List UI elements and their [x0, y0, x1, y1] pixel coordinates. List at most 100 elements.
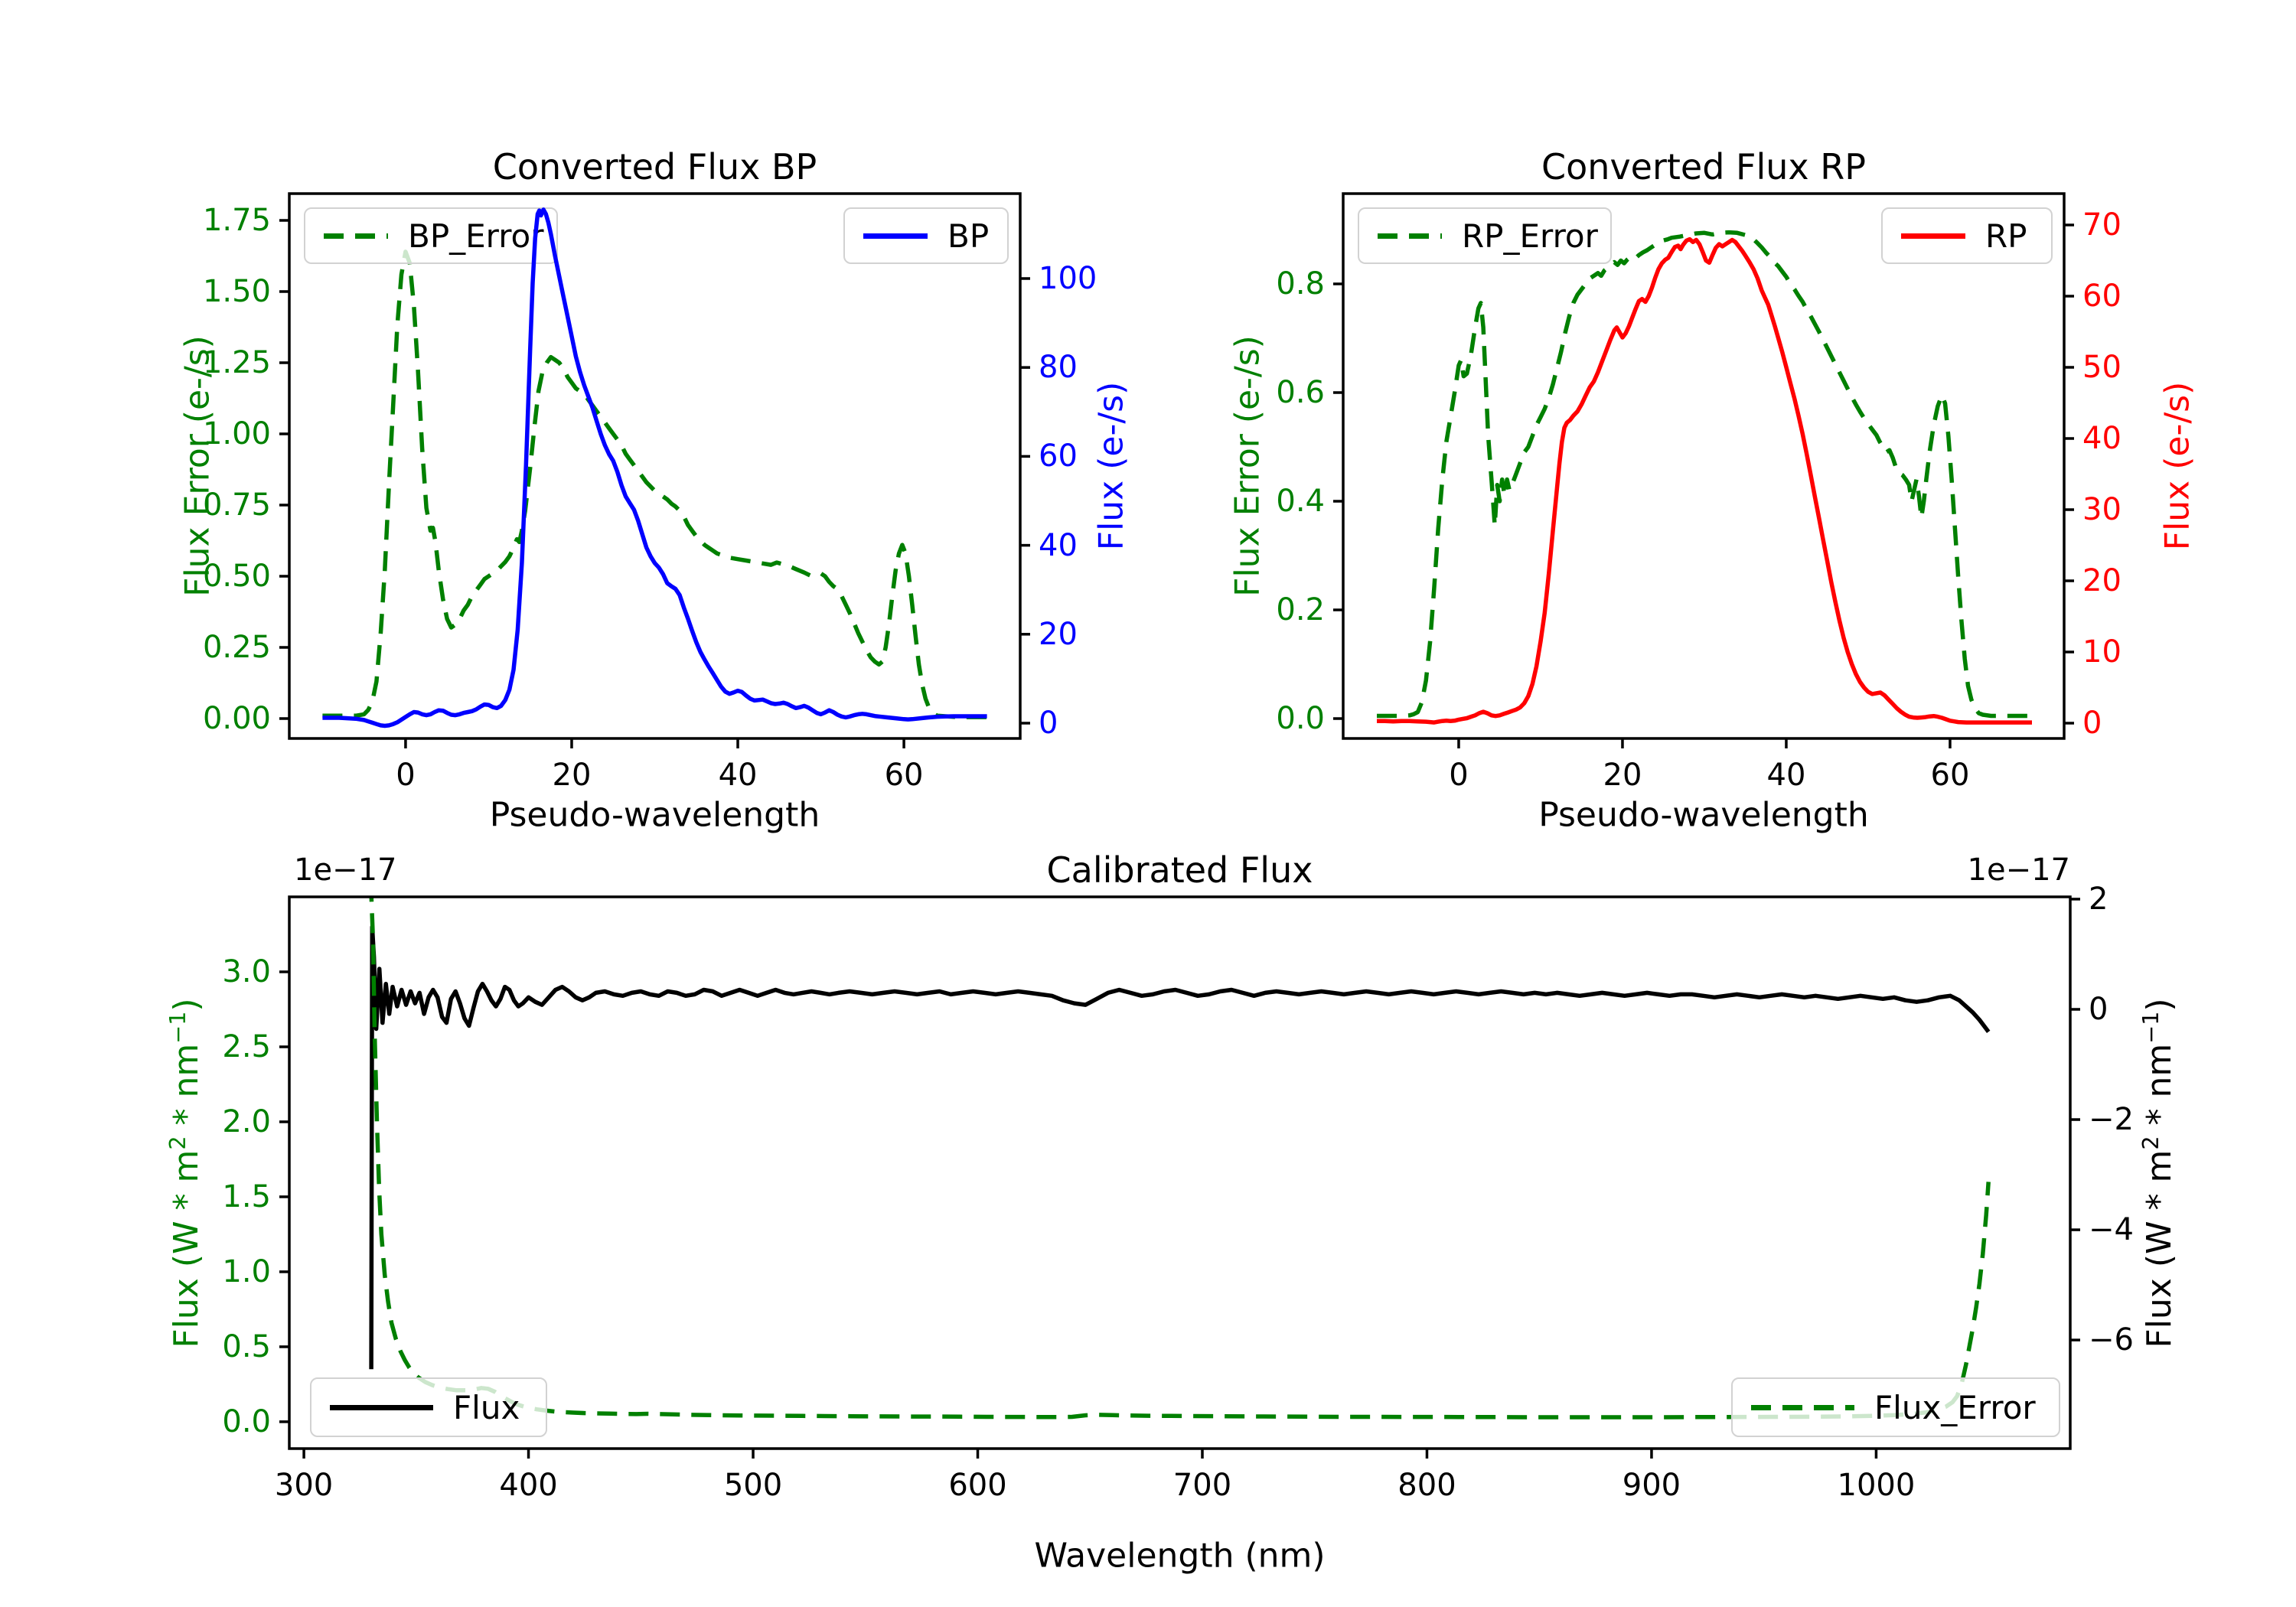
y-right-tick-label: 10: [2082, 634, 2122, 670]
y-right-tick-label: −6: [2089, 1322, 2134, 1358]
y-left-tick-label: 2.0: [222, 1103, 271, 1139]
axis-label-part: −1: [165, 1011, 191, 1044]
y-right-tick-label: 80: [1039, 350, 1078, 386]
y-right-tick-label: 0: [2089, 991, 2108, 1027]
y-right-axis-label: Flux (W * m2 * nm−1): [2138, 998, 2179, 1348]
y-left-tick-label: 0.00: [202, 700, 271, 736]
y-right-tick-label: 60: [1039, 438, 1078, 474]
y-left-axis-label: Flux (W * m2 * nm−1): [165, 998, 206, 1348]
y-left-tick-label: 3.0: [222, 953, 271, 989]
y-right-tick-label: 0: [2082, 706, 2102, 741]
y-left-tick-label: 1.0: [222, 1253, 271, 1289]
x-tick-label: 600: [948, 1468, 1007, 1503]
y-left-tick-label: 0.25: [202, 629, 271, 665]
y-left-tick-label: 0.6: [1276, 375, 1325, 410]
x-axis-label: Pseudo-wavelength: [489, 795, 820, 835]
legend-line-sample: [1901, 233, 1965, 239]
legend-label: Flux: [453, 1388, 520, 1426]
y-right-tick-label: −4: [2089, 1212, 2134, 1248]
y-right-tick-label: 30: [2082, 492, 2122, 527]
y-right-tick-label: 70: [2082, 207, 2122, 243]
legend-line-sample: [330, 1404, 433, 1410]
x-tick-label: 0: [1449, 758, 1469, 793]
panel-title-bp: Converted Flux BP: [492, 146, 817, 187]
series-flux_error: [369, 897, 1991, 1420]
y-left-tick-label: 0.50: [202, 558, 271, 594]
legend-rp: RP: [1881, 207, 2053, 264]
y-left-tick-label: 1.75: [202, 203, 271, 238]
y-left-tick-label: 0.75: [202, 487, 271, 523]
x-tick-label: 900: [1622, 1468, 1681, 1503]
y-left-tick-label: 0.2: [1276, 592, 1325, 627]
x-axis-label: Wavelength (nm): [1034, 1536, 1326, 1576]
y-left-tick-label: 1.00: [202, 416, 271, 451]
y-right-tick-label: 40: [1039, 527, 1078, 563]
legend-line-sample: [863, 233, 928, 239]
y-left-tick-label: 2.5: [222, 1028, 271, 1064]
axis-label-part: −1: [2138, 1011, 2164, 1044]
legend-line-sample: [324, 233, 388, 239]
x-tick-label: 60: [1930, 758, 1970, 793]
legend-bp_error: BP_Error: [304, 207, 558, 264]
y-right-tick-label: −2: [2089, 1102, 2134, 1138]
legend-bp: BP: [843, 207, 1009, 264]
x-tick-label: 300: [274, 1468, 334, 1503]
axis-label-part: ): [166, 997, 206, 1012]
y-left-tick-label: 0.5: [222, 1328, 271, 1364]
series-rp: [1377, 236, 2032, 725]
series-bp_error: [322, 249, 987, 719]
x-tick-label: 40: [1766, 758, 1806, 793]
axis-label-part: * nm: [2139, 1043, 2179, 1136]
legend-label: RP_Error: [1462, 217, 1598, 255]
legend-label: BP: [947, 217, 990, 255]
panel-title-calibrated: Calibrated Flux: [1046, 849, 1313, 891]
series-rp_error: [1377, 230, 2032, 719]
legend-rp_error: RP_Error: [1358, 207, 1612, 264]
y-left-tick-label: 0.4: [1276, 484, 1325, 519]
y-left-tick-label: 1.5: [222, 1178, 271, 1214]
y-right-tick-label: 60: [2082, 279, 2122, 314]
x-tick-label: 1000: [1837, 1468, 1916, 1503]
legend-label: RP: [1985, 217, 2027, 255]
x-tick-label: 800: [1397, 1468, 1456, 1503]
x-tick-label: 0: [396, 758, 416, 793]
legend-label: Flux_Error: [1874, 1388, 2036, 1426]
legend-flux_error: Flux_Error: [1731, 1377, 2060, 1437]
y-right-offset-text: 1e−17: [1967, 852, 2070, 888]
panel-title-rp: Converted Flux RP: [1541, 146, 1866, 187]
axis-label-part: ): [2139, 997, 2179, 1012]
x-tick-label: 700: [1172, 1468, 1232, 1503]
x-tick-label: 20: [552, 758, 592, 793]
axis-label-part: 2: [2138, 1135, 2164, 1150]
axis-label-part: * nm: [166, 1043, 206, 1136]
y-right-tick-label: 50: [2082, 350, 2122, 385]
y-right-tick-label: 40: [2082, 421, 2122, 456]
x-tick-label: 20: [1603, 758, 1642, 793]
x-tick-label: 400: [499, 1468, 558, 1503]
legend-label: BP_Error: [408, 217, 544, 255]
y-right-tick-label: 20: [1039, 616, 1078, 652]
y-left-tick-label: 0.0: [1276, 701, 1325, 736]
axis-label-part: Flux (W * m: [2139, 1149, 2179, 1348]
x-tick-label: 500: [723, 1468, 783, 1503]
x-tick-label: 60: [884, 758, 924, 793]
legend-line-sample: [1751, 1404, 1854, 1410]
x-tick-label: 40: [718, 758, 758, 793]
y-left-tick-label: 1.50: [202, 274, 271, 309]
y-right-tick-label: 0: [1039, 706, 1058, 741]
y-left-tick-label: 1.25: [202, 345, 271, 380]
legend-flux: Flux: [310, 1377, 547, 1437]
series-flux: [369, 924, 1991, 1370]
x-axis-label: Pseudo-wavelength: [1538, 795, 1869, 835]
y-left-tick-label: 0.0: [222, 1403, 271, 1439]
y-right-tick-label: 100: [1039, 260, 1097, 296]
y-left-offset-text: 1e−17: [294, 852, 397, 888]
